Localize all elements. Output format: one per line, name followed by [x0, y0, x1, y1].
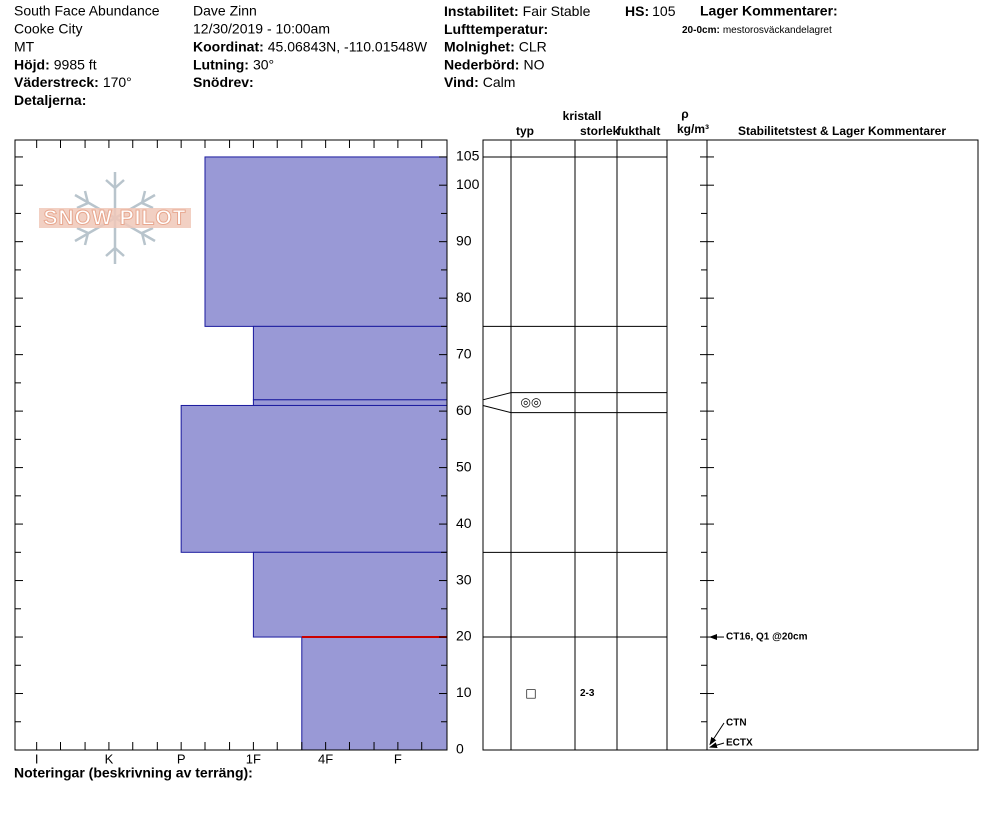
concern-comment: 20-0cm: mestorosväckandelagret: [682, 25, 832, 36]
x-tick-label: 4F: [318, 751, 333, 766]
type-header: typ: [516, 124, 534, 138]
hardness-layer: [204, 156, 448, 327]
header-field: Instabilitet: Fair Stable: [444, 3, 591, 19]
field-value: 30°: [253, 56, 274, 72]
notes-label: Noteringar (beskrivning av terräng):: [14, 765, 253, 781]
hs: HS: 105: [625, 3, 676, 19]
layer-boundary: [482, 392, 667, 401]
y-tick-label: 10: [456, 684, 472, 700]
header-field: Detaljerna:: [14, 92, 86, 108]
logo-text: SNOW PILOT: [44, 207, 187, 230]
header-text: MT: [14, 38, 35, 54]
y-tick-label: 90: [456, 232, 472, 248]
density-header: kg/m³: [677, 122, 709, 136]
test-arrow: [709, 722, 725, 746]
layer-comments-title: Lager Kommentarer:: [700, 3, 838, 19]
x-tick-label: I: [35, 751, 39, 766]
field-value: CLR: [519, 38, 547, 54]
y-tick-label: 100: [456, 176, 480, 192]
field-label: Detaljerna:: [14, 92, 86, 108]
field-label: Lufttemperatur:: [444, 21, 548, 37]
test-arrow: [709, 742, 725, 749]
y-tick-label: 30: [456, 571, 472, 587]
header-field: Lufttemperatur:: [444, 21, 548, 37]
header-text: 12/30/2019 - 10:00am: [193, 21, 330, 37]
hardness-layer: [180, 404, 448, 553]
grain-size: 2-3: [580, 688, 595, 699]
crystal-frame: [482, 139, 708, 751]
y-tick-label: 60: [456, 402, 472, 418]
rho-header: ρ: [681, 107, 688, 121]
hardness-layer: [252, 399, 448, 406]
logo: SNOW PILOT: [39, 172, 191, 264]
field-label: Snödrev:: [193, 74, 254, 90]
header-field: Höjd: 9985 ft: [14, 56, 97, 72]
header-field: Molnighet: CLR: [444, 38, 547, 54]
header-field: Väderstreck: 170°: [14, 74, 132, 90]
header-text: South Face Abundance: [14, 3, 160, 19]
field-value: 170°: [103, 74, 132, 90]
y-tick-label: 40: [456, 515, 472, 531]
layer-boundary: [482, 404, 667, 414]
comments-frame: [706, 139, 979, 751]
x-tick-label: K: [105, 751, 114, 766]
field-value: NO: [523, 56, 544, 72]
field-label: Koordinat:: [193, 38, 264, 54]
grain-type: □: [525, 686, 536, 700]
field-label: Väderstreck:: [14, 74, 99, 90]
y-tick-label: 105: [456, 148, 480, 164]
y-tick-label: 0: [456, 741, 464, 757]
field-label: Lutning:: [193, 56, 249, 72]
x-tick-label: 1F: [246, 751, 261, 766]
field-label: Höjd:: [14, 56, 50, 72]
y-tick-label: 20: [456, 628, 472, 644]
header-field: Koordinat: 45.06843N, -110.01548W: [193, 38, 428, 54]
comments-header: Stabilitetstest & Lager Kommentarer: [738, 124, 946, 138]
hs-value: 105: [652, 3, 676, 19]
test-label: CT16, Q1 @20cm: [726, 632, 808, 643]
header-field: Lutning: 30°: [193, 56, 274, 72]
field-value: Fair Stable: [523, 3, 591, 19]
field-label: Instabilitet:: [444, 3, 519, 19]
concern-text: mestorosväckandelagret: [723, 25, 832, 36]
y-tick-label: 80: [456, 289, 472, 305]
hs-label: HS:: [625, 3, 649, 19]
test-label: CTN: [726, 718, 747, 729]
test-label: ECTX: [726, 738, 753, 749]
hardness-layer: [301, 636, 448, 751]
header-field: Nederbörd: NO: [444, 56, 545, 72]
hardness-frame: [14, 139, 448, 751]
header-field: Snödrev:: [193, 74, 254, 90]
field-label: Vind:: [444, 74, 479, 90]
grain-type: ◎◎: [521, 395, 542, 409]
y-tick-label: 50: [456, 458, 472, 474]
header-text: Cooke City: [14, 21, 82, 37]
size-header: storlek: [580, 124, 620, 138]
header-field: Vind: Calm: [444, 74, 515, 90]
x-tick-label: P: [177, 751, 186, 766]
field-label: Nederbörd:: [444, 56, 519, 72]
concern-label: 20-0cm:: [682, 25, 720, 36]
field-value: 45.06843N, -110.01548W: [268, 38, 428, 54]
hardness-layer: [252, 325, 448, 401]
hardness-layer: [252, 551, 448, 638]
field-label: Molnighet:: [444, 38, 515, 54]
field-value: 9985 ft: [54, 56, 97, 72]
field-value: Calm: [483, 74, 516, 90]
x-tick-label: F: [394, 751, 402, 766]
header-text: Dave Zinn: [193, 3, 257, 19]
y-tick-label: 70: [456, 345, 472, 361]
crystal-header: kristall: [563, 109, 602, 123]
moisture-header: fukthalt: [617, 124, 660, 138]
